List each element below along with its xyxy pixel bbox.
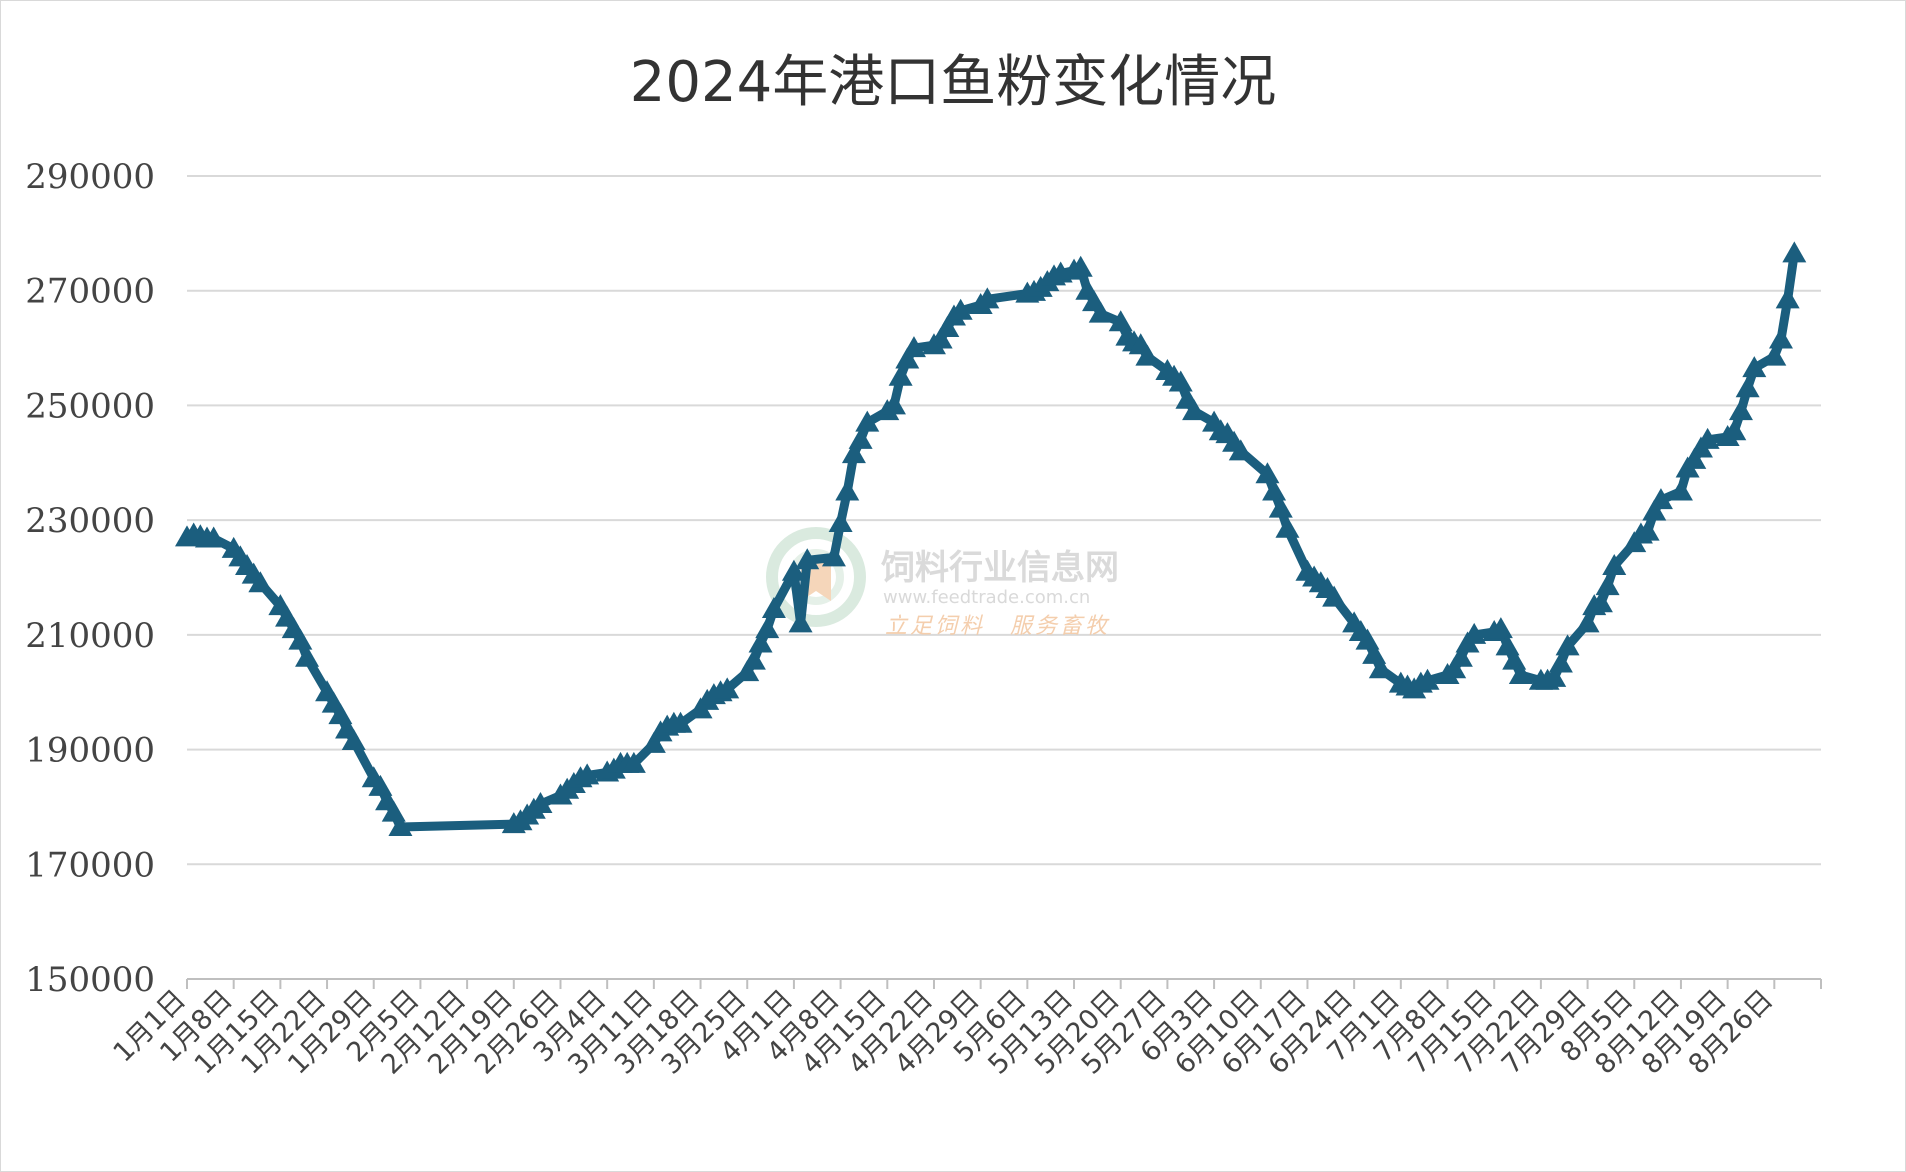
data-point-marker [1735,376,1760,398]
data-point-marker [1228,439,1253,461]
data-point-marker [761,597,786,619]
watermark: 饲料行业信息网 www.feedtrade.com.cn 立足饲料 服务畜牧 [766,527,1119,639]
series-line-path [182,248,1799,832]
data-point-marker [715,677,740,699]
data-point-marker [1068,255,1093,277]
x-axis [186,978,1822,989]
data-point-marker [1548,651,1573,673]
data-point-marker [1135,344,1160,366]
y-tick-label: 250000 [25,386,155,426]
data-point-marker [788,611,813,633]
data-point-marker [848,427,873,449]
data-point-marker [828,511,853,533]
data-point-marker [975,287,1000,309]
watermark-slogan: 立足饲料 服务畜牧 [885,614,1110,639]
data-point-marker [901,336,926,358]
data-point-marker [1782,241,1807,263]
data-point-marker [1442,657,1467,679]
data-point-marker [1508,663,1533,685]
data-point-marker [1695,427,1720,449]
data-point-marker [1268,496,1293,518]
watermark-url: www.feedtrade.com.cn [883,587,1090,608]
data-point-marker [821,545,846,567]
data-point-marker [1728,399,1753,421]
data-point-marker [735,660,760,682]
data-point-marker [1635,519,1660,541]
data-point-marker [741,648,766,670]
data-point-marker [1668,479,1693,501]
watermark-title: 饲料行业信息网 [881,548,1119,588]
x-axis-tick-labels: 1月1日1月8日1月15日1月22日1月29日2月5日2月12日2月19日2月2… [108,984,1780,1081]
data-point-marker [1368,657,1393,679]
data-point-marker [948,298,973,320]
data-point-marker [928,327,953,349]
data-point-marker [388,815,413,837]
data-point-marker [1595,574,1620,596]
data-point-marker [835,479,860,501]
data-point-marker [575,763,600,785]
data-point-marker [1768,327,1793,349]
y-tick-label: 190000 [25,731,155,771]
series-line [182,248,1799,832]
data-point-marker [1182,399,1207,421]
data-point-marker [295,645,320,667]
data-point-marker [841,442,866,464]
data-point-marker [1322,585,1347,607]
chart-title: 2024年港口鱼粉变化情况 [630,50,1277,115]
data-point-marker [1762,344,1787,366]
y-tick-label: 290000 [25,157,155,197]
data-point-marker [641,731,666,753]
y-tick-label: 230000 [25,501,155,541]
data-point-marker [1722,419,1747,441]
series-markers [175,241,1807,837]
data-point-marker [755,617,780,639]
data-point-marker [1275,516,1300,538]
data-point-marker [1775,287,1800,309]
data-point-marker [1415,668,1440,690]
data-point-marker [341,728,366,750]
data-point-marker [888,364,913,386]
data-point-marker [1462,622,1487,644]
data-point-marker [1575,611,1600,633]
data-point-marker [1262,479,1287,501]
data-point-marker [748,631,773,653]
y-axis-tick-labels: 150000 170000 190000 210000 230000 250000 2700… [25,157,155,1000]
y-tick-label: 270000 [25,272,155,312]
data-point-marker [881,393,906,415]
data-point-marker [1642,499,1667,521]
y-tick-label: 210000 [25,616,155,656]
data-point-marker [1168,370,1193,392]
data-point-marker [528,792,553,814]
data-point-marker [1555,634,1580,656]
data-point-marker [1602,554,1627,576]
gridlines [187,175,1821,866]
data-point-marker [1588,591,1613,613]
data-point-marker [201,526,226,548]
data-point-marker [1448,645,1473,667]
data-point-marker [1488,617,1513,639]
data-point-marker [1255,462,1280,484]
y-tick-label: 150000 [25,960,155,1000]
data-point-marker [1088,301,1113,323]
data-point-marker [1742,356,1767,378]
data-point-marker [895,347,920,369]
data-point-marker [1682,447,1707,469]
data-point-marker [855,410,880,432]
y-tick-label: 170000 [25,845,155,885]
data-point-marker [1542,665,1567,687]
data-point-marker [621,751,646,773]
data-point-marker [248,571,273,593]
data-point-marker [288,628,313,650]
data-point-marker [668,711,693,733]
data-point-marker [935,315,960,337]
data-point-marker [1648,488,1673,510]
data-point-marker [781,559,806,581]
data-point-marker [795,548,820,570]
